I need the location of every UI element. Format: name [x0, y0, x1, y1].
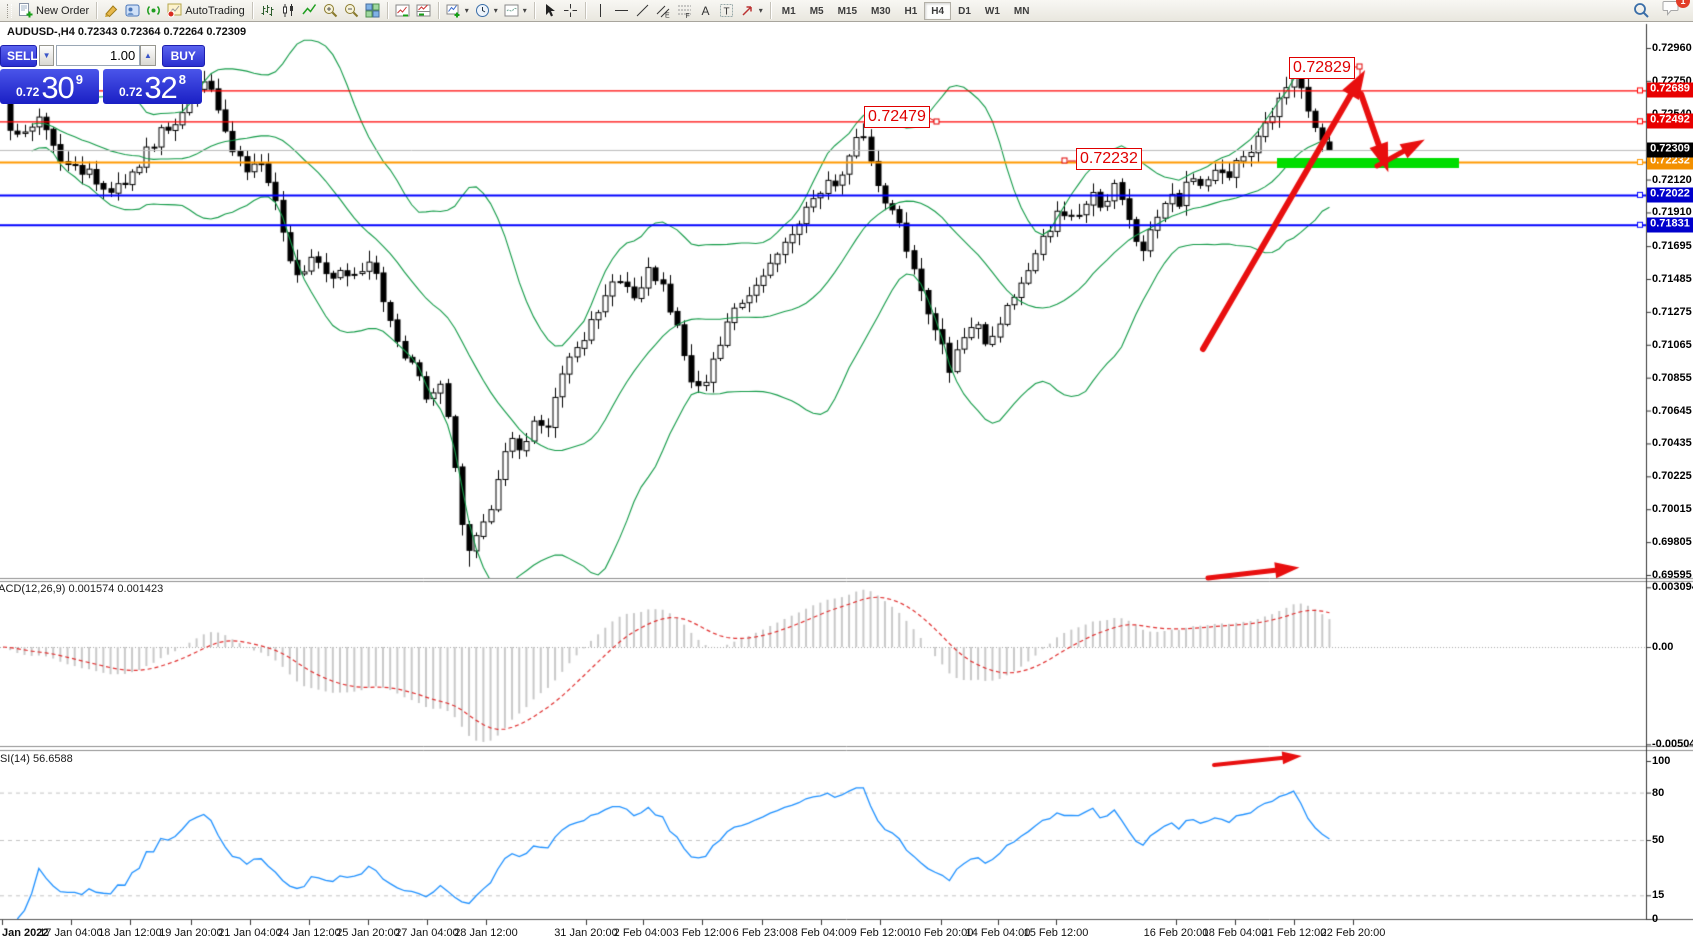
- clock-icon: [475, 4, 489, 17]
- vertical-line-tool-button[interactable]: [590, 1, 611, 21]
- timeframe-W1[interactable]: W1: [978, 2, 1007, 20]
- arrows-tool-button[interactable]: ▾: [737, 1, 766, 21]
- arrow-shapes-icon: [742, 6, 752, 16]
- toolbar: New Order AutoTrading ▾ ▾ ▾ E F A: [0, 0, 1693, 22]
- cursor-icon: [545, 4, 555, 17]
- tile-windows-button[interactable]: [362, 1, 383, 21]
- buy-price-display[interactable]: 0.72 32 8: [103, 69, 202, 104]
- timeframe-M15[interactable]: M15: [831, 2, 864, 20]
- vertical-line-icon: [599, 4, 601, 17]
- volume-decrease-button[interactable]: ▼: [39, 45, 55, 66]
- styles-button[interactable]: [101, 1, 122, 21]
- buy-price-pip: 8: [178, 72, 187, 87]
- trendline-tool-button[interactable]: [632, 1, 653, 21]
- fibonacci-tool-button[interactable]: F: [674, 1, 695, 21]
- bar-chart-icon: [261, 5, 274, 16]
- volume-increase-button[interactable]: ▲: [140, 45, 156, 66]
- volume-input[interactable]: [56, 45, 141, 66]
- timeframe-M30[interactable]: M30: [864, 2, 897, 20]
- line-chart-icon: [302, 4, 316, 15]
- trendline-icon: [636, 4, 649, 17]
- chevron-down-icon: ▼: [42, 51, 51, 60]
- horizontal-line-tool-button[interactable]: [611, 1, 632, 21]
- autotrading-label: AutoTrading: [185, 4, 245, 17]
- new-order-label: New Order: [36, 4, 90, 17]
- new-order-button[interactable]: New Order: [15, 1, 92, 21]
- sell-button[interactable]: SELL: [0, 44, 38, 67]
- cursor-tool-button[interactable]: [539, 1, 560, 21]
- timeframe-D1[interactable]: D1: [951, 2, 978, 20]
- sell-price-main: 30: [41, 70, 74, 105]
- svg-text:T: T: [723, 7, 729, 18]
- chevron-down-icon: ▾: [758, 6, 763, 15]
- autotrading-icon: [167, 3, 182, 18]
- chevron-down-icon: ▾: [464, 6, 469, 15]
- text-label-tool-button[interactable]: T: [716, 1, 737, 21]
- new-order-icon: [19, 3, 33, 18]
- chevron-down-icon: ▾: [493, 6, 498, 15]
- crosshair-icon: [563, 4, 577, 17]
- timeframe-M5[interactable]: M5: [803, 2, 831, 20]
- svg-text:E: E: [665, 13, 670, 19]
- data-center-icon: [147, 5, 161, 16]
- svg-text:A: A: [701, 4, 709, 18]
- indicators-button[interactable]: [392, 1, 413, 21]
- autotrading-button[interactable]: AutoTrading: [164, 1, 248, 21]
- buy-price-main: 32: [144, 70, 177, 105]
- new-chart-button[interactable]: ▾: [443, 1, 472, 21]
- toolbar-grip[interactable]: [7, 3, 12, 18]
- timeframe-group: M1 M5 M15 M30 H1 H4 D1 W1 MN: [775, 1, 1037, 21]
- indicator-windows-button[interactable]: [413, 1, 434, 21]
- search-icon: [1634, 3, 1649, 18]
- candlestick-chart-icon: [282, 4, 293, 17]
- zoom-in-icon: [323, 4, 337, 18]
- zoom-out-button[interactable]: [341, 1, 362, 21]
- chevron-down-icon: ▾: [522, 6, 527, 15]
- text-tool-button[interactable]: A: [695, 1, 716, 21]
- channel-tool-button[interactable]: E: [653, 1, 674, 21]
- svg-text:F: F: [685, 13, 689, 18]
- timeframe-H1[interactable]: H1: [898, 2, 925, 20]
- sell-price-prefix: 0.72: [15, 85, 40, 99]
- data-center-button[interactable]: [143, 1, 164, 21]
- crayon-icon: [105, 5, 118, 18]
- timeframe-H4[interactable]: H4: [924, 2, 952, 21]
- profiles-button[interactable]: [122, 1, 143, 21]
- search-button[interactable]: [1630, 1, 1653, 21]
- sell-price-pip: 9: [75, 72, 84, 87]
- timeframe-MN[interactable]: MN: [1007, 2, 1037, 20]
- sell-price-display[interactable]: 0.72 30 9: [0, 69, 99, 104]
- indicator-windows-icon: [416, 4, 431, 17]
- text-icon: A: [701, 4, 709, 18]
- chevron-up-icon: ▲: [143, 51, 152, 60]
- zoom-in-button[interactable]: [320, 1, 341, 21]
- line-chart-button[interactable]: [299, 1, 320, 21]
- templates-button[interactable]: ▾: [501, 1, 530, 21]
- fibonacci-icon: F: [677, 5, 691, 18]
- buy-button[interactable]: BUY: [161, 44, 205, 67]
- zoom-out-icon: [344, 4, 358, 18]
- profiles-icon: [125, 4, 140, 17]
- text-label-icon: T: [719, 4, 733, 18]
- crosshair-tool-button[interactable]: [560, 1, 581, 21]
- notification-badge: 1: [1676, 0, 1690, 8]
- period-button[interactable]: ▾: [472, 1, 501, 21]
- tile-windows-icon: [365, 3, 380, 18]
- equidistant-channel-icon: E: [656, 5, 670, 19]
- timeframe-M1[interactable]: M1: [775, 2, 803, 20]
- horizontal-line-icon: [614, 10, 628, 11]
- new-chart-icon: [446, 4, 460, 18]
- bar-chart-button[interactable]: [257, 1, 278, 21]
- template-icon: [504, 4, 519, 17]
- buy-price-prefix: 0.72: [118, 85, 143, 99]
- indicators-icon: [395, 4, 410, 17]
- candlestick-chart-button[interactable]: [278, 1, 299, 21]
